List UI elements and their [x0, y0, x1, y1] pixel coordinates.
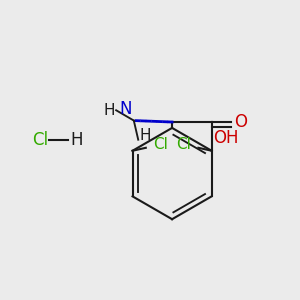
Text: H: H	[140, 128, 151, 142]
Text: H: H	[103, 103, 115, 118]
Text: Cl: Cl	[153, 137, 168, 152]
Text: N: N	[120, 100, 132, 118]
Text: Cl: Cl	[32, 131, 48, 149]
Text: O: O	[234, 113, 247, 131]
Text: OH: OH	[213, 129, 239, 147]
Text: Cl: Cl	[176, 137, 191, 152]
Text: H: H	[70, 131, 83, 149]
